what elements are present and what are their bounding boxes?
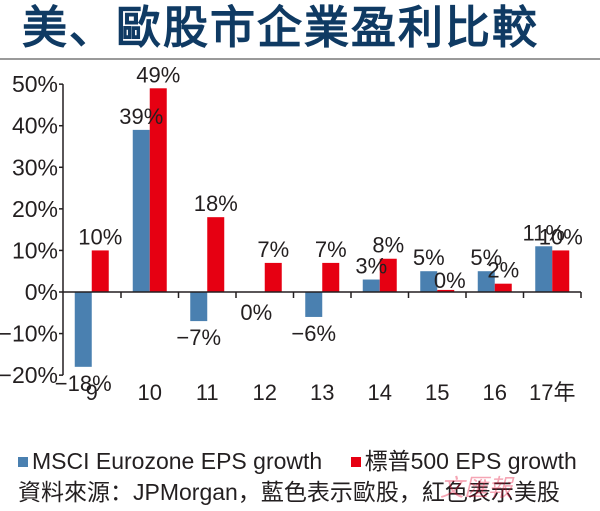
bar-sp500: [264, 262, 282, 292]
y-tick-label: 30%: [12, 154, 58, 180]
value-label: 5%: [470, 245, 502, 270]
y-tick-label: −20%: [0, 362, 58, 388]
value-label: 10%: [78, 224, 122, 249]
legend-swatch-red: [350, 457, 361, 467]
legend-label: MSCI Eurozone EPS growth: [32, 448, 323, 474]
bar-msci-eurozone: [305, 292, 323, 317]
value-label: 49%: [136, 62, 180, 87]
x-category-label: 14: [368, 380, 392, 405]
bar-msci-eurozone: [362, 279, 380, 292]
y-tick-label: 0%: [25, 279, 58, 305]
watermark-logo: 文匯報: [440, 474, 512, 502]
y-axis: 50% 40% 30% 20% 10% 0% −10% −20%: [0, 71, 64, 388]
bar-sp500: [149, 88, 167, 292]
x-category-label: 17年: [529, 380, 575, 405]
y-tick-label: 50%: [12, 71, 58, 97]
legend: MSCI Eurozone EPS growth 標普500 EPS growt…: [18, 448, 599, 474]
chart-title: 美、歐股市企業盈利比較: [22, 1, 540, 54]
bar-sp500: [91, 250, 109, 292]
value-label: 8%: [372, 233, 404, 258]
bar-msci-eurozone: [190, 292, 208, 322]
y-tick-label: 40%: [12, 113, 58, 139]
value-label: 7%: [315, 237, 347, 262]
x-axis: 9 10 11 12 13 14 15 16 17年: [63, 291, 582, 405]
value-label: −18%: [55, 371, 112, 396]
value-label: 2%: [487, 258, 519, 283]
y-tick-label: −10%: [0, 321, 58, 347]
legend-label: 標普500 EPS growth: [364, 448, 577, 474]
value-label: 3%: [355, 254, 387, 279]
bar-msci-eurozone: [132, 129, 150, 292]
value-labels: −18%10%39%49%−7%18%0%7%−6%7%3%8% 5%0%5%2%…: [55, 62, 583, 396]
bar-sp500: [322, 262, 340, 292]
value-label: −6%: [291, 321, 336, 346]
bars: [74, 88, 570, 367]
bar-sp500: [379, 258, 397, 292]
legend-item-msci: MSCI Eurozone EPS growth: [18, 448, 322, 474]
bar-msci-eurozone: [74, 292, 92, 367]
y-tick-label: 20%: [12, 196, 58, 222]
value-label: 7%: [257, 237, 289, 262]
legend-item-sp500: 標普500 EPS growth: [350, 448, 577, 474]
value-label: 0%: [434, 268, 466, 293]
bar-sp500: [437, 289, 455, 292]
bar-msci-eurozone: [535, 246, 553, 292]
value-label: 0%: [240, 300, 272, 325]
x-category-label: 12: [253, 380, 277, 405]
x-category-label: 16: [483, 380, 507, 405]
x-category-label: 11: [196, 380, 219, 405]
value-label: −7%: [176, 325, 221, 350]
bar-msci-eurozone: [477, 271, 495, 292]
source-note: 資料來源：JPMorgan，藍色表示歐股，紅色表示美股: [18, 479, 560, 505]
x-category-label: 13: [310, 380, 334, 405]
value-label: 18%: [194, 191, 238, 216]
value-label: 5%: [413, 245, 445, 270]
title-divider: [0, 58, 600, 60]
bar-msci-eurozone: [420, 271, 438, 292]
x-category-label: 15: [425, 380, 449, 405]
value-label: 39%: [119, 104, 163, 129]
x-category-label: 9: [86, 380, 98, 405]
y-tick-label: 10%: [12, 237, 58, 263]
value-label: 11%: [523, 220, 565, 245]
bar-chart: 50% 40% 30% 20% 10% 0% −10% −20% 9 10 11 12 13 14 15 1…: [0, 62, 583, 405]
bar-sp500: [494, 283, 512, 292]
bar-sp500: [207, 217, 225, 292]
value-label: 10%: [539, 224, 583, 249]
legend-swatch-blue: [18, 457, 28, 467]
x-category-label: 10: [138, 380, 162, 405]
bar-sp500: [552, 250, 570, 292]
